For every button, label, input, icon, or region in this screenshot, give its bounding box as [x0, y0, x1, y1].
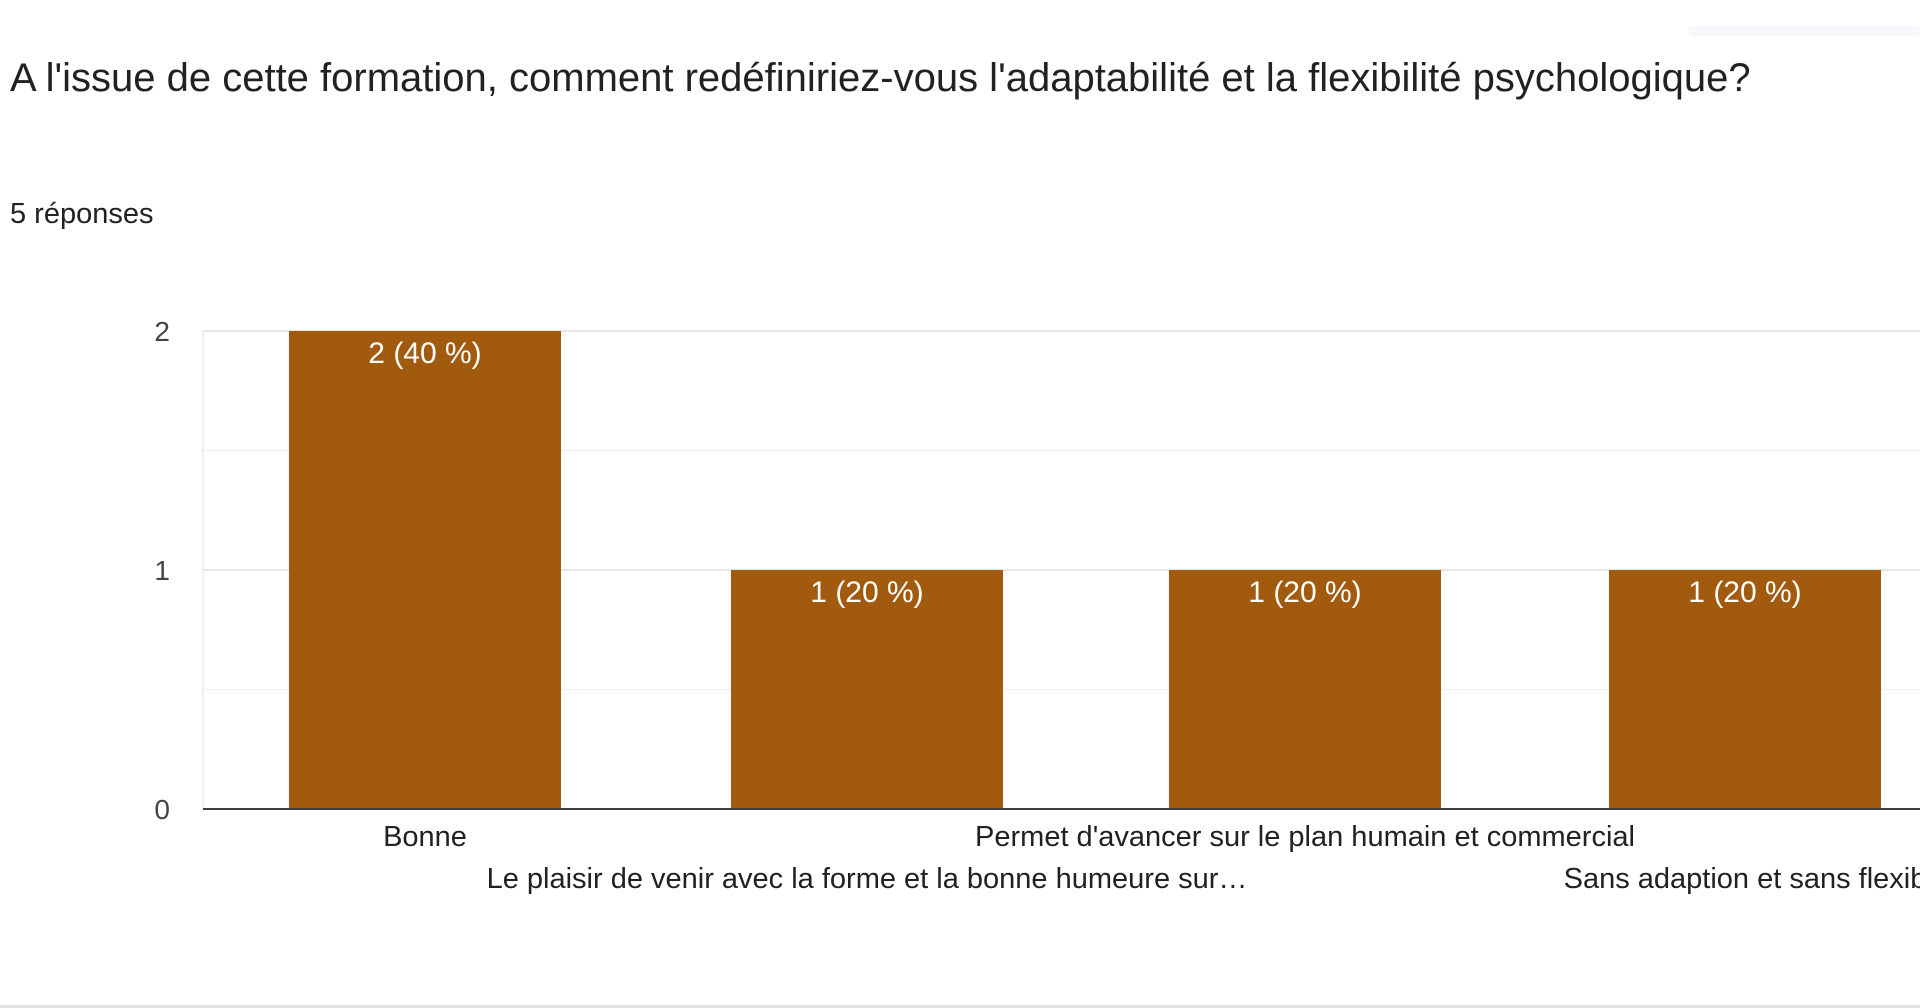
x-category-label: Sans adaption et sans flexib [1564, 863, 1920, 895]
response-count: 5 réponses [10, 198, 154, 230]
bar [1169, 570, 1441, 809]
header-strip [1688, 26, 1920, 36]
x-category-label: Bonne [383, 821, 467, 853]
bar-value-label: 1 (20 %) [1688, 576, 1801, 609]
bar-value-label: 2 (40 %) [368, 337, 481, 370]
x-category-label: Permet d'avancer sur le plan humain et c… [975, 821, 1635, 853]
x-category-label: Le plaisir de venir avec la forme et la … [487, 863, 1248, 895]
y-tick-label: 2 [154, 316, 170, 347]
question-title: A l'issue de cette formation, comment re… [10, 56, 1751, 100]
y-tick-label: 0 [154, 794, 170, 825]
bar [1609, 570, 1881, 809]
bar [289, 331, 561, 809]
bar [731, 570, 1003, 809]
bottom-divider [0, 1005, 1920, 1008]
bar-value-label: 1 (20 %) [1248, 576, 1361, 609]
y-tick-label: 1 [154, 555, 170, 586]
bar-value-label: 1 (20 %) [810, 576, 923, 609]
